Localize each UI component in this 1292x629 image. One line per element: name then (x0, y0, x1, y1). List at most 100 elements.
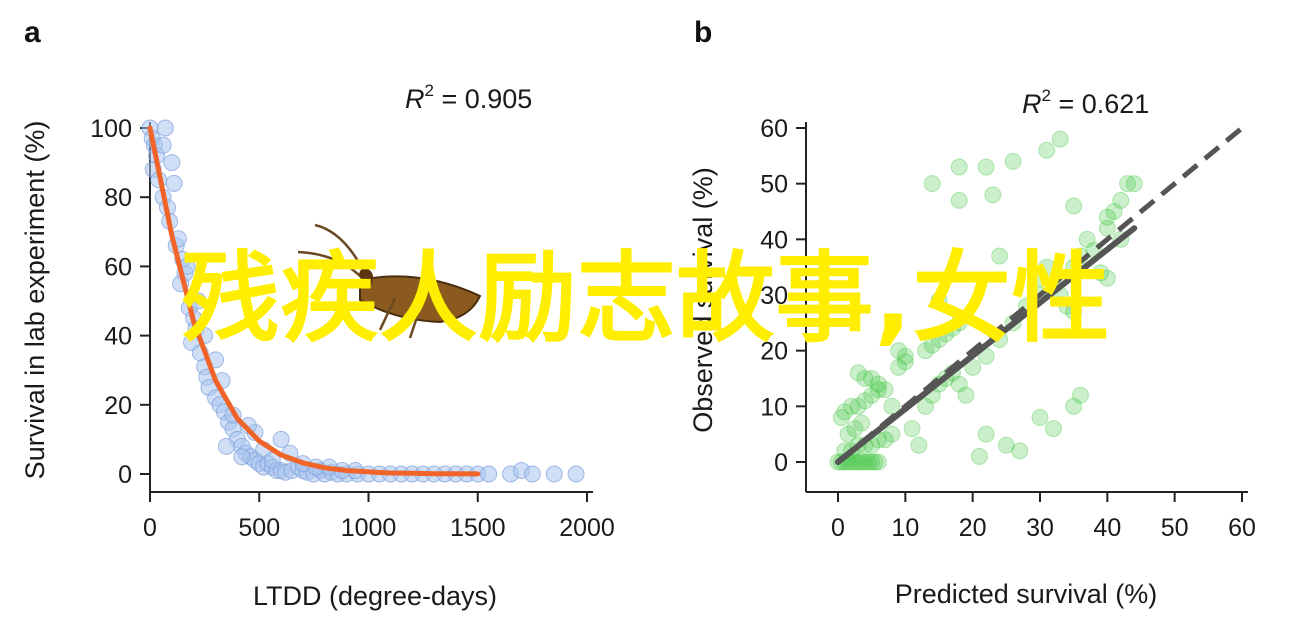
panel-a-data-point (217, 437, 235, 455)
panel-a-x-tick-label: 2000 (559, 514, 615, 542)
panel-b-data-point (1125, 175, 1143, 193)
panel-b-data-point (1119, 175, 1137, 193)
panel-b-data-point (930, 292, 948, 310)
panel-a-label: a (24, 16, 41, 49)
panel-b-data-point (997, 436, 1015, 454)
panel-b-x-tick-label: 40 (1093, 514, 1121, 542)
panel-a-y-tick-label: 0 (118, 461, 132, 489)
panel-a-x-tick-label: 500 (238, 514, 280, 542)
panel-b-axes: 0 10 20 30 40 50 60 0 10 20 30 40 50 60 (760, 115, 1256, 542)
panel-b-x-tick-label: 0 (831, 514, 845, 542)
panel-b-x-tick-label: 60 (1228, 514, 1256, 542)
panel-a-data-point (545, 465, 563, 483)
panel-a-x-tick-label: 1000 (341, 514, 397, 542)
panel-b-data-point (1051, 130, 1069, 148)
panel-b-x-tick-label: 30 (1026, 514, 1054, 542)
panel-b-data-point (890, 342, 908, 360)
panel-b-data-point (1092, 264, 1110, 282)
panel-b-data-point (846, 453, 864, 471)
panel-b-data-point (869, 381, 887, 399)
panel-b-data-point (1031, 269, 1049, 287)
panel-a-r2-value: = 0.905 (434, 84, 532, 114)
panel-a-x-tick-label: 0 (143, 514, 157, 542)
panel-b-data-point (1065, 197, 1083, 215)
panel-a-data-point (233, 448, 251, 466)
panel-b-data-point (842, 397, 860, 415)
panel-b-y-tick-label: 60 (760, 115, 788, 143)
panel-b-r2-sup: 2 (1042, 86, 1051, 105)
panel-b-data-point (917, 397, 935, 415)
panel-a-data-point (480, 465, 498, 483)
panel-b-data-point (849, 453, 867, 471)
panel-b-data-point (832, 408, 850, 426)
panel-b-x-tick-label: 50 (1161, 514, 1189, 542)
panel-b-data-point (1011, 442, 1029, 460)
panel-b-y-tick-label: 50 (760, 171, 788, 199)
panel-b-data-point (977, 158, 995, 176)
panel-b-data-point (876, 381, 894, 399)
panel-b-data-point (866, 453, 884, 471)
panel-b-data-point (863, 370, 881, 387)
panel-b-data-point (930, 331, 948, 349)
panel-b-r2-annotation: R2 = 0.621 (1022, 86, 1149, 119)
panel-b-data-point (856, 370, 874, 387)
panel-b-data-point (937, 325, 955, 343)
panel-b-data-point (856, 392, 874, 410)
panel-b-data-point (859, 453, 877, 471)
panel-b-r2-value: = 0.621 (1051, 89, 1149, 119)
panel-b-data-point (876, 431, 894, 449)
panel-a-y-tick-label: 100 (90, 115, 132, 143)
panel-b-data-point (1078, 230, 1096, 248)
panel-b-label: b (694, 16, 712, 49)
panel-b-y-axis-title: Observed survival (%) (688, 167, 718, 433)
panel-a-data-point (272, 430, 290, 448)
panel-a-r2-sup: 2 (425, 81, 434, 100)
panel-b-data-point (856, 453, 874, 471)
panel-b-data-point (849, 397, 867, 415)
panel-a-marks (141, 119, 585, 483)
panel-a-y-tick-label: 20 (104, 392, 132, 420)
overlay-caption: 残疾人励志故事,女性 (181, 242, 1111, 356)
panel-b-data-point (957, 386, 975, 404)
panel-b-data-point (950, 158, 968, 176)
panel-b-data-point (950, 375, 968, 393)
panel-b-y-tick-label: 40 (760, 226, 788, 254)
panel-b-data-point (883, 425, 901, 443)
panel-b-data-point (1105, 203, 1123, 220)
panel-b-data-point (869, 375, 887, 393)
panel-a-y-tick-label: 80 (104, 184, 132, 212)
panel-b-data-point (923, 175, 941, 193)
panel-a-x-axis-title: LTDD (degree-days) (253, 581, 497, 611)
panel-b-data-point (839, 425, 857, 443)
panel-b-r2-symbol: R (1022, 89, 1042, 119)
panel-a-data-point (165, 174, 183, 192)
panel-b-data-point (863, 453, 881, 471)
panel-b-data-point (853, 414, 871, 432)
panel-b-data-point (896, 353, 914, 371)
panel-b-data-point (950, 314, 968, 332)
panel-b-data-point (991, 247, 1009, 265)
panel-b-data-point (1038, 258, 1056, 276)
panel-b-data-point (863, 386, 881, 404)
panel-a-data-point (523, 465, 541, 483)
panel-b-data-point (846, 420, 864, 438)
panel-b-x-tick-label: 20 (959, 514, 987, 542)
panel-a-data-point (154, 136, 172, 154)
panel-a-data-point (239, 417, 257, 435)
panel-b-data-point (1004, 152, 1022, 170)
panel-b-y-tick-label: 10 (760, 393, 788, 421)
panel-b-data-point (917, 342, 935, 360)
panel-b-one-to-one-line (836, 126, 1244, 464)
panel-b-data-point (849, 364, 867, 382)
panel-b-data-point (1044, 420, 1062, 438)
panel-b-data-point (1038, 141, 1056, 159)
panel-a-data-point (156, 119, 174, 137)
panel-b-y-tick-label: 0 (774, 449, 788, 477)
panel-a-r2-symbol: R (405, 84, 425, 114)
panel-a-x-tick-label: 1500 (450, 514, 506, 542)
panel-b-data-point (1058, 297, 1076, 315)
panel-b-data-point (977, 425, 995, 443)
panel-b-data-point (1031, 408, 1049, 426)
